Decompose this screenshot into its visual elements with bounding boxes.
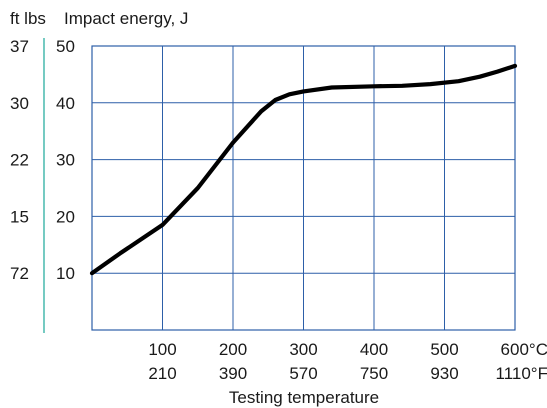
- ft-lbs-label: ft lbs: [10, 9, 46, 28]
- ft-lbs-tick-label: 37: [10, 37, 29, 56]
- x-tick-label-celsius: 400: [360, 340, 388, 359]
- x-tick-label-fahrenheit: 750: [360, 364, 388, 383]
- y-tick-label: 40: [56, 94, 75, 113]
- x-tick-label-fahrenheit: 210: [148, 364, 176, 383]
- x-tick-label-fahrenheit: 1110°F: [496, 364, 547, 383]
- impact-energy-line: [89, 63, 518, 276]
- y-tick-label: 10: [56, 264, 75, 283]
- x-tick-label-celsius: 100: [148, 340, 176, 359]
- y-tick-label: 20: [56, 207, 75, 226]
- ft-lbs-tick-label: 22: [10, 151, 29, 170]
- x-axis-label: Testing temperature: [229, 388, 379, 407]
- x-tick-label-celsius: 600°C: [501, 340, 547, 359]
- grid: [43, 38, 516, 333]
- y-tick-label: 30: [56, 151, 75, 170]
- ft-lbs-tick-label: 30: [10, 94, 29, 113]
- x-tick-label-celsius: 300: [289, 340, 317, 359]
- series: [89, 63, 518, 276]
- ft-lbs-tick-label: 72: [10, 264, 29, 283]
- x-tick-label-fahrenheit: 930: [430, 364, 458, 383]
- y-tick-label: 50: [56, 37, 75, 56]
- x-tick-label-celsius: 200: [219, 340, 247, 359]
- x-tick-label-fahrenheit: 390: [219, 364, 247, 383]
- x-tick-label-fahrenheit: 570: [289, 364, 317, 383]
- ft-lbs-tick-label: 15: [10, 207, 29, 226]
- x-tick-label-celsius: 500: [430, 340, 458, 359]
- y-axis-label: Impact energy, J: [64, 9, 188, 28]
- tick-labels: 10 20 30 40 50 72 15 22 30 37 100 210 200 390 300 570 40…: [10, 37, 547, 383]
